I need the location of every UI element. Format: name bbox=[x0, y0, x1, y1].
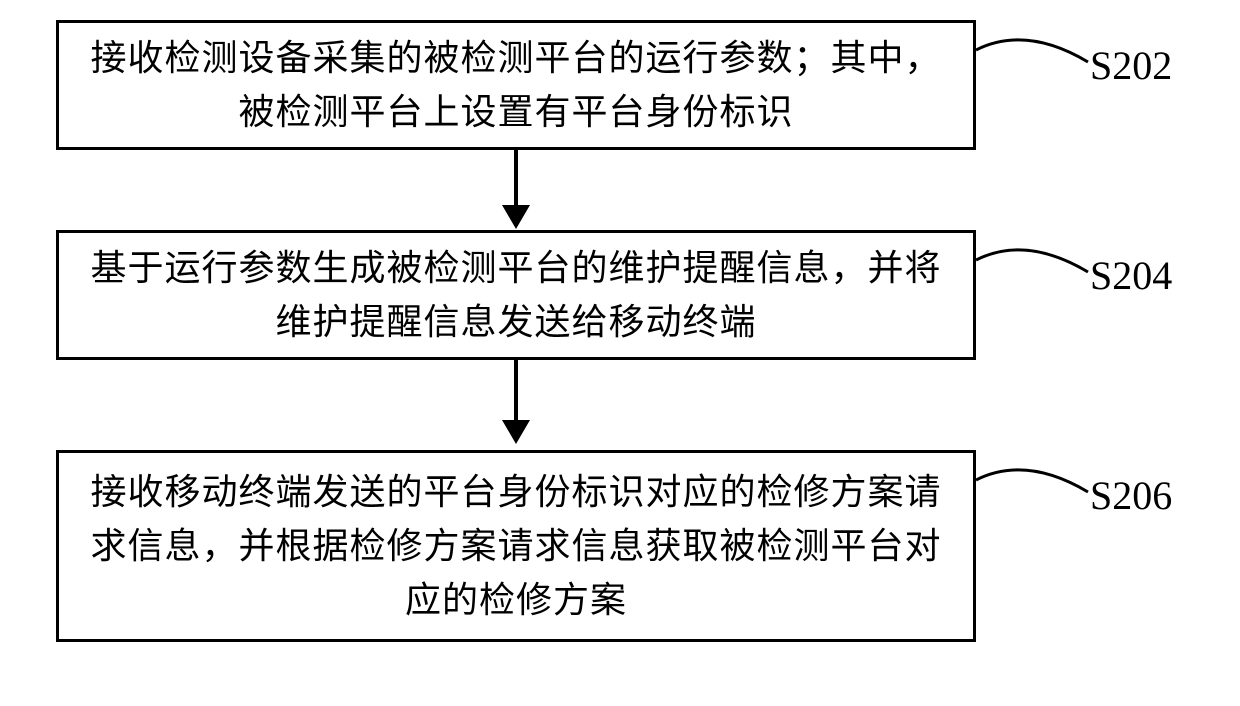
label-s206: S206 bbox=[1090, 472, 1172, 519]
flow-node-1: 接收检测设备采集的被检测平台的运行参数；其中，被检测平台上设置有平台身份标识 bbox=[56, 20, 976, 150]
node-1-text: 接收检测设备采集的被检测平台的运行参数；其中，被检测平台上设置有平台身份标识 bbox=[79, 31, 953, 139]
node-3-text: 接收移动终端发送的平台身份标识对应的检修方案请求信息，并根据检修方案请求信息获取… bbox=[79, 465, 953, 627]
label-s202: S202 bbox=[1090, 42, 1172, 89]
node-2-text: 基于运行参数生成被检测平台的维护提醒信息，并将维护提醒信息发送给移动终端 bbox=[79, 241, 953, 349]
arrow-2-to-3-line bbox=[514, 360, 518, 425]
flow-node-2: 基于运行参数生成被检测平台的维护提醒信息，并将维护提醒信息发送给移动终端 bbox=[56, 230, 976, 360]
flowchart-container: 接收检测设备采集的被检测平台的运行参数；其中，被检测平台上设置有平台身份标识 S… bbox=[0, 0, 1240, 706]
arrow-1-to-2-line bbox=[514, 150, 518, 210]
connector-2 bbox=[976, 240, 1091, 290]
arrow-1-to-2-head bbox=[502, 205, 530, 229]
flow-node-3: 接收移动终端发送的平台身份标识对应的检修方案请求信息，并根据检修方案请求信息获取… bbox=[56, 450, 976, 642]
label-s204: S204 bbox=[1090, 252, 1172, 299]
connector-3 bbox=[976, 460, 1091, 510]
arrow-2-to-3-head bbox=[502, 420, 530, 444]
connector-1 bbox=[976, 30, 1091, 80]
